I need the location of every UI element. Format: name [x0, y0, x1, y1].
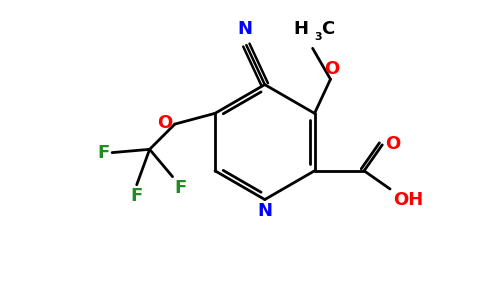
Text: C: C: [321, 20, 335, 38]
Text: O: O: [324, 60, 339, 78]
Text: OH: OH: [393, 191, 424, 209]
Text: O: O: [385, 135, 400, 153]
Text: F: F: [98, 144, 110, 162]
Text: H: H: [294, 20, 309, 38]
Text: 3: 3: [315, 32, 322, 42]
Text: N: N: [257, 202, 272, 220]
Text: F: F: [175, 178, 187, 196]
Text: F: F: [131, 187, 143, 205]
Text: O: O: [158, 114, 173, 132]
Text: N: N: [237, 20, 252, 38]
